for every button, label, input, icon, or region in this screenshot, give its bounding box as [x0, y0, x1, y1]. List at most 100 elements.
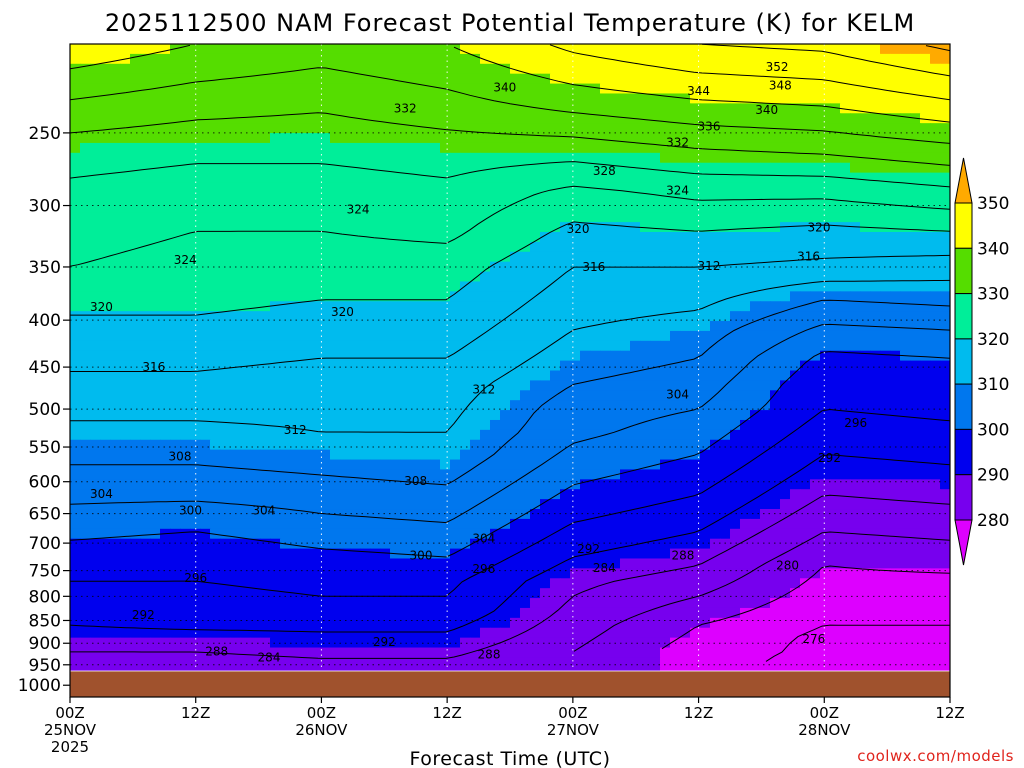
field-cell [860, 271, 871, 283]
field-cell [710, 469, 721, 480]
field-cell [220, 558, 231, 569]
field-cell [260, 123, 271, 134]
field-cell [600, 350, 611, 362]
field-cell [540, 578, 551, 589]
field-cell [700, 350, 711, 362]
field-cell [900, 578, 911, 589]
field-cell [90, 182, 101, 194]
field-cell [90, 400, 101, 411]
field-cell [640, 212, 651, 223]
field-cell [840, 301, 851, 312]
field-cell [510, 53, 521, 65]
field-cell [190, 321, 201, 332]
field-cell [460, 83, 471, 95]
field-cell [910, 301, 921, 312]
field-cell [570, 222, 581, 233]
field-cell [220, 251, 231, 263]
field-cell [620, 380, 631, 391]
field-cell [800, 311, 811, 322]
field-cell [140, 558, 151, 569]
field-cell [760, 439, 771, 451]
field-cell [640, 489, 651, 500]
field-cell [590, 538, 601, 550]
field-cell [300, 400, 311, 411]
field-cell [280, 390, 291, 401]
field-cell [270, 73, 281, 85]
field-cell [430, 44, 441, 55]
field-cell [850, 311, 861, 322]
field-cell [450, 142, 461, 154]
field-cell [670, 578, 681, 589]
field-cell [800, 103, 811, 114]
field-cell [280, 271, 291, 283]
field-cell [480, 172, 491, 184]
field-cell [680, 370, 691, 381]
field-cell [770, 400, 781, 411]
field-cell [750, 588, 761, 599]
field-cell [890, 330, 901, 342]
field-cell [740, 133, 751, 144]
field-cell [630, 370, 641, 381]
field-cell [140, 222, 151, 233]
field-cell [270, 123, 281, 134]
field-cell [120, 162, 131, 174]
field-cell [490, 152, 501, 164]
field-cell [540, 321, 551, 332]
field-cell [260, 251, 271, 263]
field-cell [90, 142, 101, 154]
field-cell [240, 271, 251, 283]
field-cell [620, 439, 631, 451]
field-cell [90, 222, 101, 233]
field-cell [610, 182, 621, 194]
field-cell [750, 44, 761, 55]
field-cell [100, 241, 111, 253]
field-cell [710, 311, 721, 322]
field-cell [140, 44, 151, 55]
field-cell [330, 499, 341, 510]
field-cell [750, 53, 761, 65]
field-cell [100, 281, 111, 292]
field-cell [100, 212, 111, 223]
field-cell [240, 83, 251, 95]
field-cell [770, 528, 781, 540]
field-cell [640, 162, 651, 174]
field-cell [350, 93, 361, 104]
field-cell [210, 93, 221, 104]
field-cell [390, 400, 401, 411]
field-cell [190, 538, 201, 550]
field-cell [440, 93, 451, 104]
field-cell [490, 538, 501, 550]
field-cell [140, 321, 151, 332]
field-cell [430, 518, 441, 530]
field-cell [850, 370, 861, 381]
field-cell [920, 152, 931, 164]
field-cell [410, 73, 421, 85]
field-cell [630, 63, 641, 75]
field-cell [910, 499, 921, 510]
field-cell [930, 459, 941, 471]
field-cell [670, 499, 681, 510]
field-cell [530, 103, 541, 114]
field-cell [370, 212, 381, 223]
field-cell [110, 53, 121, 65]
field-cell [530, 241, 541, 253]
field-cell [700, 439, 711, 451]
field-cell [670, 400, 681, 411]
field-cell [150, 152, 161, 164]
field-cell [170, 568, 181, 579]
field-cell [70, 241, 81, 253]
field-cell [470, 251, 481, 263]
field-cell [140, 123, 151, 134]
field-cell [730, 459, 741, 471]
field-cell [530, 429, 541, 441]
field-cell [280, 598, 291, 609]
field-cell [840, 459, 851, 471]
field-cell [140, 400, 151, 411]
field-cell [740, 44, 751, 55]
field-cell [400, 231, 411, 243]
field-cell [560, 578, 571, 589]
field-cell [750, 212, 761, 223]
field-cell [280, 182, 291, 194]
field-cell [490, 182, 501, 194]
field-cell [730, 301, 741, 312]
